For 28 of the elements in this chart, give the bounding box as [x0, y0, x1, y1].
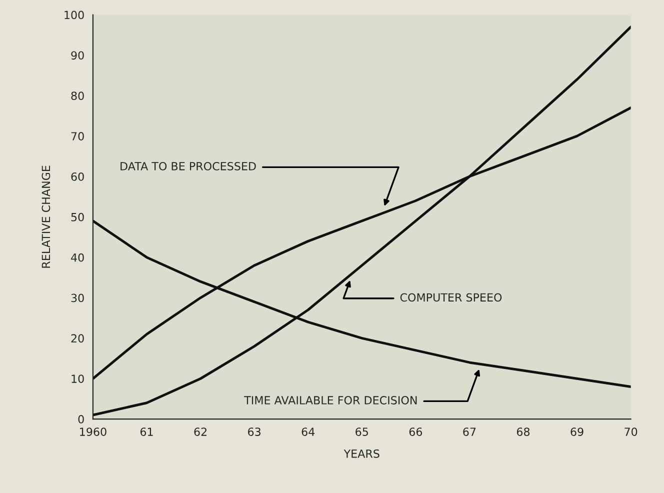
- x-tick-label: 65: [356, 428, 368, 436]
- x-tick-label: 66: [409, 428, 422, 436]
- y-tick-label: 60: [71, 172, 84, 181]
- y-tick-label: 90: [71, 51, 84, 60]
- x-tick-label: 61: [140, 428, 153, 436]
- x-axis-title: YEARS: [344, 449, 380, 458]
- y-tick-label: 10: [72, 374, 84, 384]
- x-tick-label: 63: [248, 428, 260, 436]
- annotation: DATA TO BE PROCESSED: [120, 162, 256, 170]
- x-tick-label: 62: [194, 428, 206, 436]
- annotation: COMPUTER SPEEO: [400, 293, 502, 302]
- x-tick-label: 70: [624, 428, 638, 436]
- x-tick-label: 68: [516, 428, 530, 436]
- x-tick-label: 1960: [80, 428, 106, 436]
- y-tick-label: 70: [71, 132, 84, 140]
- y-axis-title: RELATIVE CHANGE: [42, 166, 50, 268]
- x-tick-label: 67: [463, 428, 476, 436]
- y-tick-label: 30: [71, 294, 84, 302]
- annotation: TIME AVAILABLE FOR DECISION: [244, 396, 417, 404]
- x-tick-label: 64: [302, 428, 315, 436]
- line-series: [92, 26, 631, 416]
- y-tick-label: 40: [71, 253, 84, 262]
- y-tick-label: 0: [78, 415, 84, 424]
- y-tick-label: 100: [64, 10, 84, 20]
- x-tick-label: 69: [570, 428, 584, 436]
- y-tick-label: 20: [71, 334, 84, 343]
- y-tick-label: 50: [71, 212, 84, 222]
- y-tick-label: 80: [71, 92, 84, 100]
